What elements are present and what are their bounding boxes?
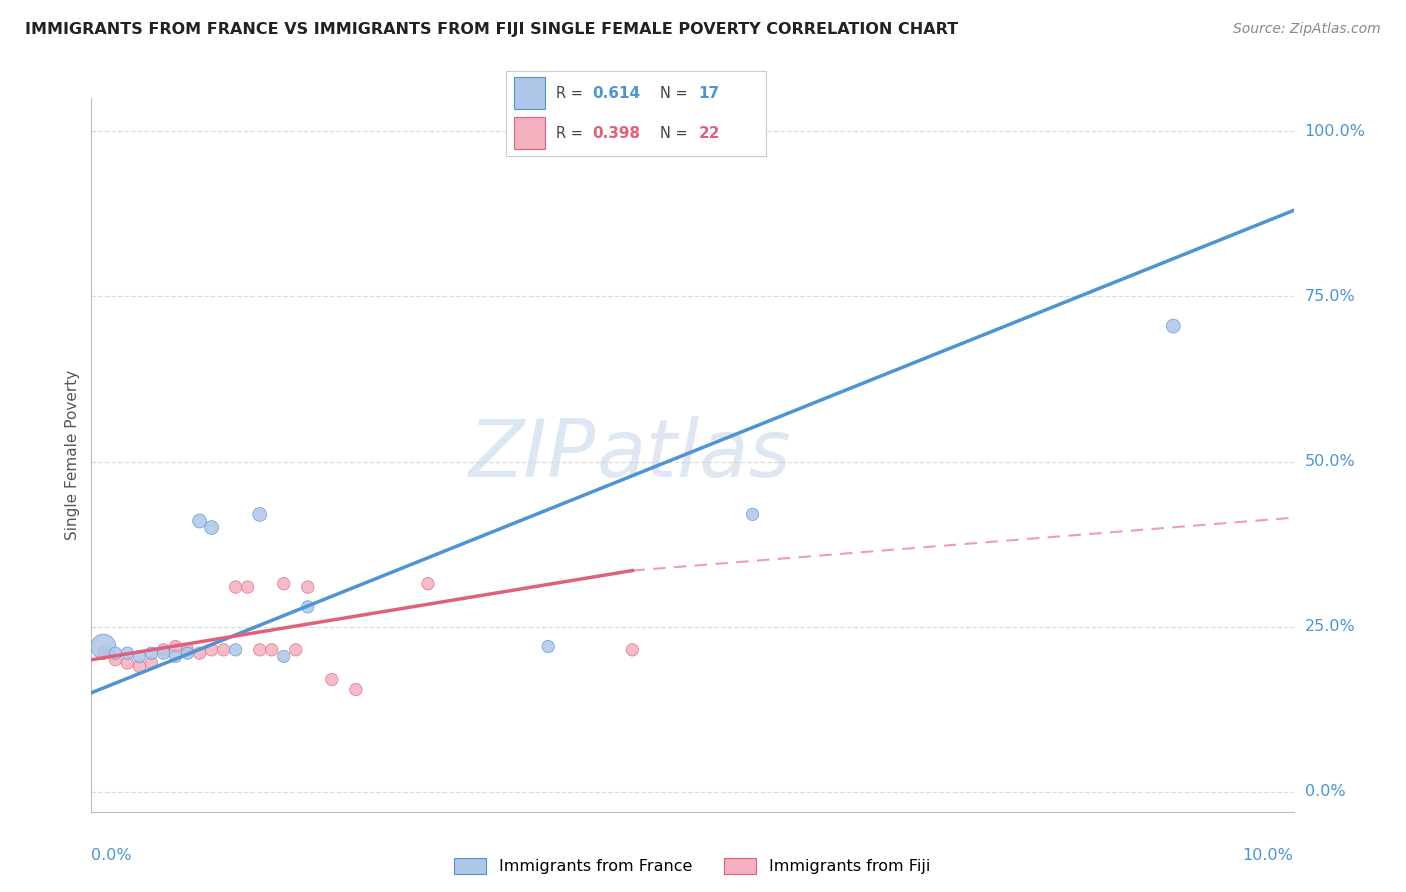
Text: 25.0%: 25.0% <box>1305 619 1355 634</box>
Point <box>201 520 224 534</box>
Text: IMMIGRANTS FROM FRANCE VS IMMIGRANTS FROM FIJI SINGLE FEMALE POVERTY CORRELATION: IMMIGRANTS FROM FRANCE VS IMMIGRANTS FRO… <box>25 22 959 37</box>
Point <box>284 643 307 657</box>
Point <box>176 646 198 660</box>
Point <box>165 649 187 664</box>
Point <box>344 682 367 697</box>
Point <box>260 643 283 657</box>
Text: 0.398: 0.398 <box>592 126 640 141</box>
Y-axis label: Single Female Poverty: Single Female Poverty <box>65 370 80 540</box>
Point <box>93 646 115 660</box>
Point <box>188 514 211 528</box>
Point <box>128 659 150 673</box>
Legend: Immigrants from France, Immigrants from Fiji: Immigrants from France, Immigrants from … <box>446 850 939 882</box>
Point <box>104 646 127 660</box>
Point <box>152 646 174 660</box>
Bar <box>515 117 546 149</box>
Point <box>104 653 127 667</box>
Point <box>117 656 139 670</box>
Text: atlas: atlas <box>596 416 792 494</box>
Point <box>537 640 560 654</box>
Point <box>128 649 150 664</box>
Point <box>621 643 644 657</box>
Text: 0.0%: 0.0% <box>1305 784 1346 799</box>
Point <box>321 673 343 687</box>
Text: Source: ZipAtlas.com: Source: ZipAtlas.com <box>1233 22 1381 37</box>
Text: ZIP: ZIP <box>470 416 596 494</box>
Text: 0.614: 0.614 <box>592 86 640 101</box>
Point <box>225 580 247 594</box>
Text: 100.0%: 100.0% <box>1305 124 1365 138</box>
Point <box>141 656 163 670</box>
Point <box>273 576 295 591</box>
Point <box>249 508 271 522</box>
Point <box>225 643 247 657</box>
Point <box>201 643 224 657</box>
Text: 10.0%: 10.0% <box>1243 848 1294 863</box>
Point <box>176 643 198 657</box>
Point <box>297 599 319 614</box>
Text: 50.0%: 50.0% <box>1305 454 1355 469</box>
Point <box>141 646 163 660</box>
Point <box>249 643 271 657</box>
Point <box>212 643 235 657</box>
Text: 0.0%: 0.0% <box>91 848 132 863</box>
Text: N =: N = <box>659 86 692 101</box>
Text: 22: 22 <box>699 126 720 141</box>
Point <box>165 640 187 654</box>
Point <box>117 646 139 660</box>
Text: 75.0%: 75.0% <box>1305 289 1355 304</box>
Text: R =: R = <box>555 86 588 101</box>
Point <box>236 580 259 594</box>
Text: N =: N = <box>659 126 692 141</box>
Bar <box>515 78 546 110</box>
Point <box>93 640 115 654</box>
Point <box>152 643 174 657</box>
Point <box>273 649 295 664</box>
Point <box>741 508 763 522</box>
Point <box>1161 319 1184 334</box>
Point <box>188 646 211 660</box>
Point <box>416 576 439 591</box>
Point <box>297 580 319 594</box>
Text: 17: 17 <box>699 86 720 101</box>
Text: R =: R = <box>555 126 588 141</box>
